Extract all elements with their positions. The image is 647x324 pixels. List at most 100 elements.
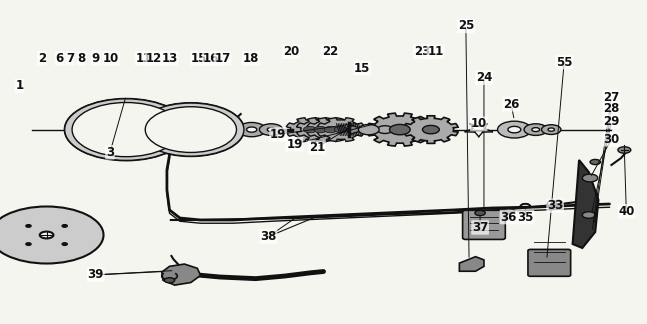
Text: 3: 3 (106, 146, 114, 159)
Text: 1: 1 (16, 79, 23, 92)
Circle shape (314, 126, 327, 133)
Circle shape (65, 99, 188, 160)
Circle shape (190, 128, 196, 131)
Circle shape (548, 128, 554, 131)
Circle shape (115, 124, 138, 135)
Circle shape (162, 115, 220, 144)
Polygon shape (296, 118, 344, 142)
Circle shape (334, 126, 347, 133)
Circle shape (72, 102, 181, 157)
Text: 15: 15 (354, 62, 371, 75)
Text: 20: 20 (283, 45, 300, 58)
Text: 10: 10 (470, 117, 487, 130)
Text: 18: 18 (243, 52, 259, 65)
Polygon shape (349, 125, 366, 134)
Circle shape (93, 113, 160, 146)
Text: 9: 9 (92, 52, 100, 65)
Text: 2: 2 (38, 52, 46, 65)
Circle shape (197, 124, 217, 135)
Circle shape (542, 125, 561, 134)
Circle shape (39, 232, 54, 238)
Text: 22: 22 (322, 45, 338, 58)
Circle shape (498, 121, 531, 138)
Circle shape (138, 123, 164, 136)
Circle shape (102, 124, 126, 135)
Circle shape (116, 122, 148, 137)
Circle shape (181, 124, 201, 135)
Text: 21: 21 (309, 141, 325, 154)
Circle shape (247, 127, 257, 132)
Text: 11: 11 (427, 45, 444, 58)
Circle shape (267, 128, 275, 132)
Polygon shape (404, 116, 458, 144)
Circle shape (138, 103, 244, 156)
Polygon shape (307, 118, 355, 142)
Circle shape (532, 128, 540, 132)
Circle shape (358, 124, 379, 135)
Text: 23: 23 (413, 45, 430, 58)
Text: 30: 30 (603, 133, 620, 146)
Polygon shape (367, 113, 433, 146)
Text: 8: 8 (78, 52, 85, 65)
Circle shape (377, 126, 393, 133)
Polygon shape (573, 160, 598, 248)
Text: 36: 36 (500, 211, 517, 224)
Text: 33: 33 (547, 199, 564, 212)
Text: 29: 29 (603, 115, 620, 128)
Circle shape (324, 126, 337, 133)
Text: 19: 19 (286, 138, 303, 151)
Circle shape (138, 103, 244, 156)
Circle shape (303, 126, 316, 133)
Text: 26: 26 (503, 98, 520, 111)
Text: 25: 25 (457, 19, 474, 32)
Circle shape (164, 278, 175, 283)
Circle shape (504, 208, 514, 214)
Circle shape (217, 127, 226, 132)
Circle shape (157, 124, 180, 135)
Text: 13: 13 (161, 52, 178, 65)
Text: 55: 55 (556, 56, 573, 69)
Circle shape (110, 128, 118, 132)
Text: 16: 16 (203, 52, 219, 65)
Circle shape (422, 125, 439, 134)
Circle shape (0, 206, 104, 263)
Text: 28: 28 (603, 102, 620, 115)
Text: 19: 19 (270, 128, 287, 141)
Circle shape (582, 212, 595, 218)
Circle shape (618, 147, 631, 153)
Circle shape (259, 124, 283, 135)
Circle shape (164, 127, 173, 132)
Circle shape (237, 122, 266, 137)
Polygon shape (286, 118, 334, 142)
Circle shape (389, 124, 410, 135)
Circle shape (147, 127, 156, 132)
Text: 27: 27 (603, 91, 620, 104)
Circle shape (508, 126, 521, 133)
Text: 7: 7 (66, 52, 74, 65)
Text: 40: 40 (618, 205, 635, 218)
Circle shape (582, 174, 598, 182)
Circle shape (590, 159, 600, 165)
Circle shape (145, 107, 237, 153)
Text: 10: 10 (103, 52, 120, 65)
Text: 38: 38 (260, 230, 277, 243)
Circle shape (62, 243, 67, 245)
Text: 15: 15 (191, 52, 208, 65)
Circle shape (26, 243, 31, 245)
Text: 11: 11 (135, 52, 152, 65)
Text: 39: 39 (87, 268, 104, 281)
FancyBboxPatch shape (463, 210, 505, 239)
Text: 24: 24 (476, 71, 492, 84)
Circle shape (524, 124, 547, 135)
Circle shape (475, 210, 485, 215)
Text: 12: 12 (146, 52, 162, 65)
Circle shape (26, 225, 31, 227)
Text: 17: 17 (214, 52, 231, 65)
Text: 37: 37 (472, 221, 488, 234)
FancyBboxPatch shape (528, 249, 571, 276)
Text: 35: 35 (517, 211, 534, 224)
Text: 6: 6 (56, 52, 63, 65)
Polygon shape (459, 257, 484, 271)
Circle shape (65, 99, 188, 160)
Circle shape (208, 123, 234, 136)
